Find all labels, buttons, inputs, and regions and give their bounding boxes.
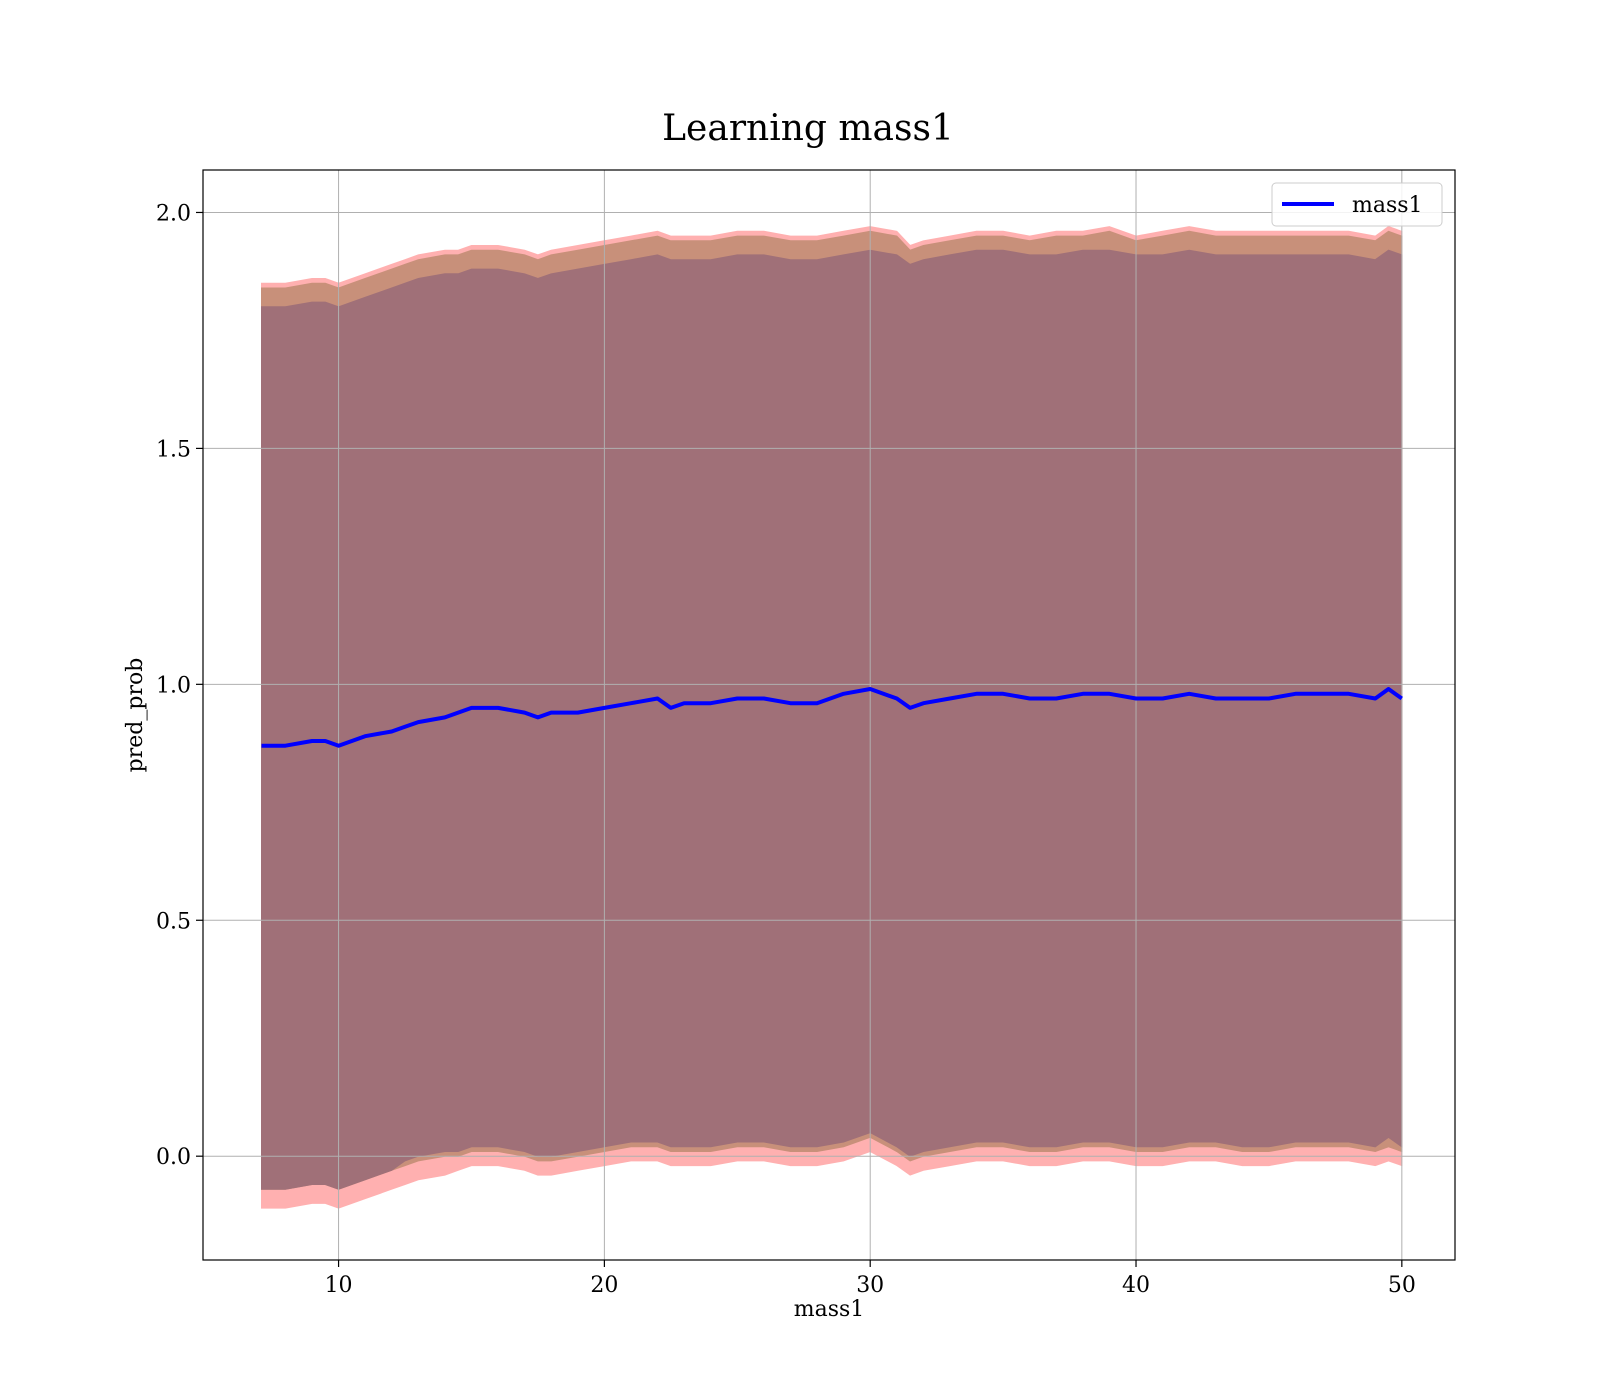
x-tick-label-20: 20 — [590, 1273, 618, 1298]
x-tick-label-40: 40 — [1122, 1273, 1150, 1298]
x-tick-label-10: 10 — [325, 1273, 353, 1298]
y-tick-label-0.0: 0.0 — [156, 1145, 191, 1170]
plot-area — [202, 169, 1456, 1261]
legend-entry-mass1: mass1 — [1352, 193, 1423, 218]
x-tick-label-30: 30 — [856, 1273, 884, 1298]
confidence-bands — [261, 226, 1403, 1209]
series-line-mass1 — [261, 687, 1403, 748]
legend-box — [1271, 182, 1443, 227]
y-tick-label-2.0: 2.0 — [156, 201, 191, 226]
y-axis-ticks: 0.0 0.5 1.0 1.5 2.0 — [156, 201, 203, 1170]
series-lines — [261, 687, 1403, 748]
x-axis-label: mass1 — [794, 1297, 865, 1322]
y-tick-label-1.5: 1.5 — [156, 437, 191, 462]
y-axis-label: pred_prob — [123, 658, 148, 773]
y-tick-label-0.5: 0.5 — [156, 909, 191, 934]
x-axis-ticks: 10 20 30 40 50 — [325, 1260, 1416, 1298]
legend: mass1 — [1271, 182, 1443, 227]
y-tick-label-1.0: 1.0 — [156, 673, 191, 698]
chart-title: Learning mass1 — [662, 108, 954, 149]
grid-lines — [203, 170, 1455, 1260]
axes-frame — [202, 169, 1456, 1261]
x-tick-label-50: 50 — [1388, 1273, 1416, 1298]
